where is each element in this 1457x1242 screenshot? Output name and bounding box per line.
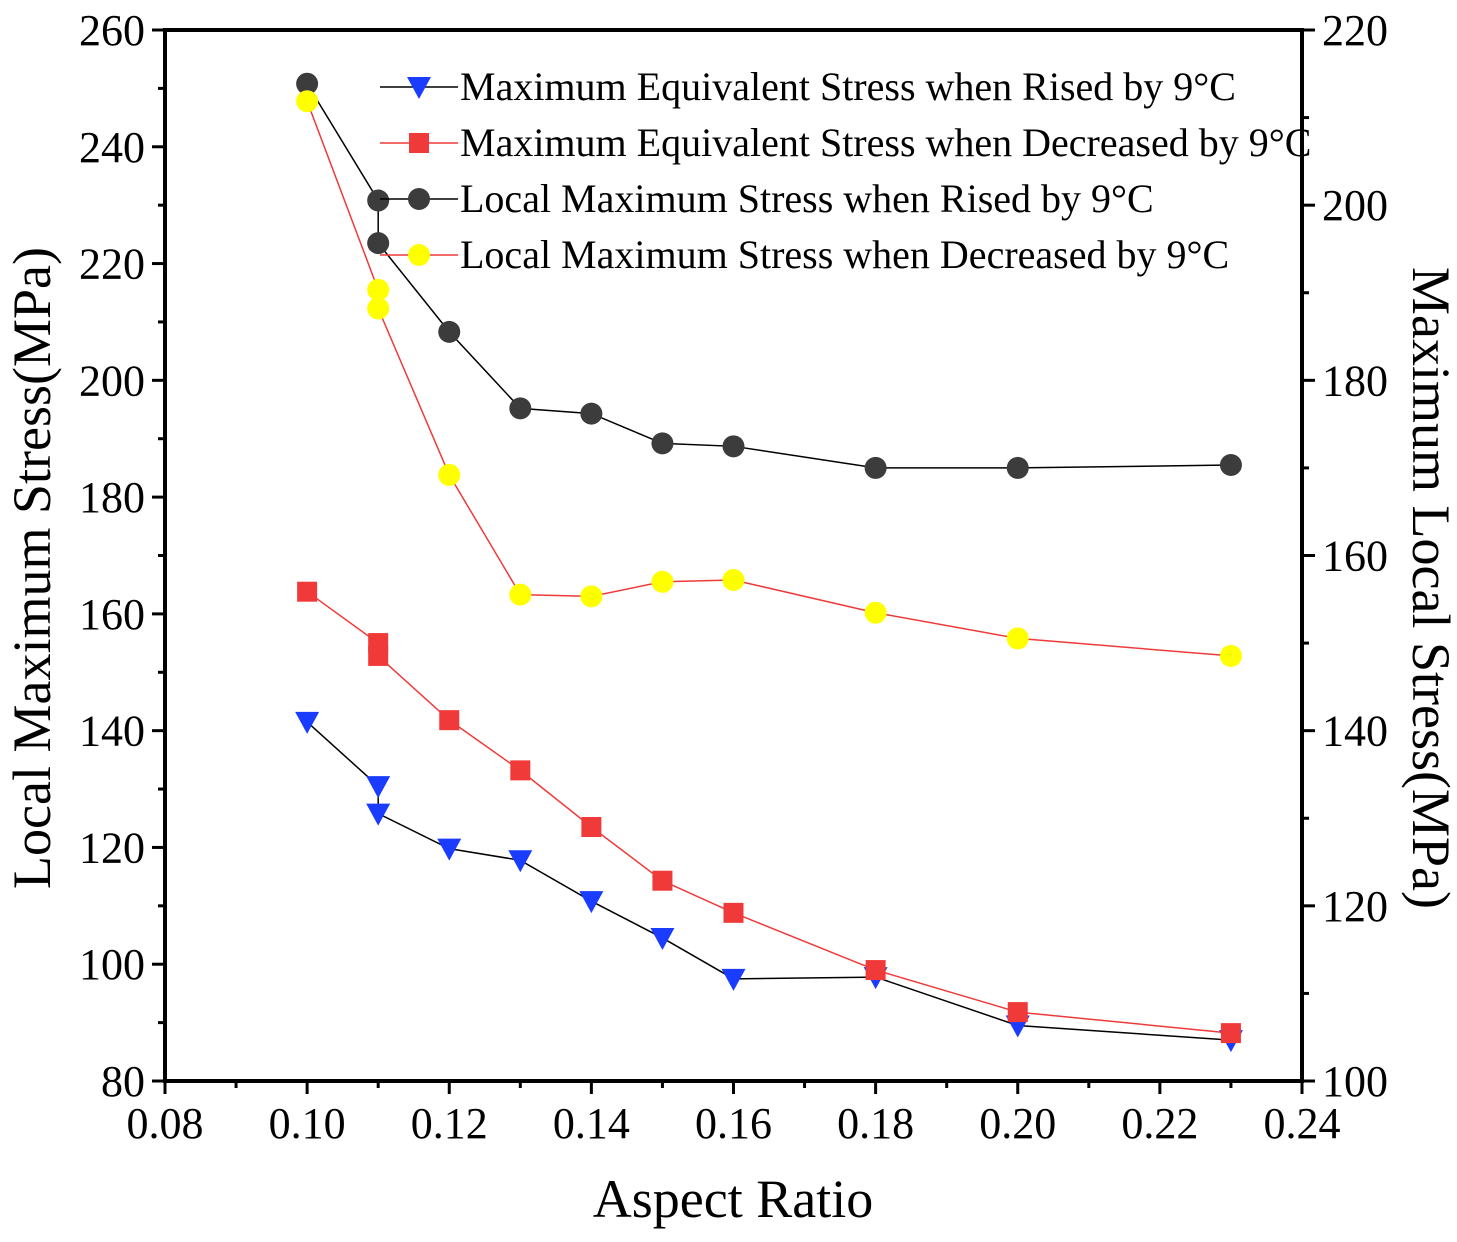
x-tick-label: 0.18 [837, 1099, 914, 1148]
series-1-point [295, 711, 320, 734]
series-3-point [438, 320, 461, 343]
y-tick-label: 180 [79, 473, 145, 522]
x-tick-label: 0.16 [695, 1099, 772, 1148]
y2-tick-label: 120 [1322, 882, 1388, 931]
series-3 [296, 72, 1242, 479]
series-2-point [510, 760, 531, 781]
legend-marker [408, 188, 430, 210]
y2-tick-label: 180 [1322, 356, 1388, 405]
y-tick-label: 260 [79, 6, 145, 55]
series-4-point [580, 585, 603, 608]
y-tick-label: 220 [79, 240, 145, 289]
y2-tick-label: 160 [1322, 532, 1388, 581]
y-tick-label: 140 [79, 707, 145, 756]
series-4-point [367, 278, 390, 301]
series-3-point [651, 432, 674, 455]
legend-label: Maximum Equivalent Stress when Rised by … [460, 64, 1236, 109]
series-1 [295, 711, 1243, 1053]
series-4-point [1219, 644, 1242, 667]
series-2-point [1220, 1023, 1241, 1044]
legend-marker [407, 77, 431, 99]
series-4-point [1006, 627, 1029, 650]
x-tick-label: 0.24 [1264, 1099, 1341, 1148]
series-3-point [864, 456, 887, 479]
x-tick-label: 0.10 [269, 1099, 346, 1148]
y-tick-label: 200 [79, 356, 145, 405]
y2-tick-label: 220 [1322, 6, 1388, 55]
series-3-point [367, 189, 390, 212]
series-2-point [439, 710, 460, 731]
series-2 [297, 581, 1241, 1044]
series-1-point [366, 776, 391, 799]
x-axis-title: Aspect Ratio [593, 1169, 873, 1229]
y2-tick-label: 100 [1322, 1057, 1388, 1106]
series-1-line [306, 721, 1231, 1041]
series-4 [296, 90, 1242, 667]
series-1-point [366, 803, 391, 826]
y-tick-label: 120 [79, 823, 145, 872]
legend-item-2: Maximum Equivalent Stress when Decreased… [380, 120, 1311, 165]
legend-item-4: Local Maximum Stress when Decreased by 9… [380, 232, 1229, 277]
x-tick-label: 0.12 [411, 1099, 488, 1148]
series-2-point [297, 581, 318, 602]
x-tick-label: 0.22 [1121, 1099, 1198, 1148]
series-4-point [367, 297, 390, 320]
x-tick-label: 0.20 [979, 1099, 1056, 1148]
series-3-point [367, 232, 390, 255]
series-layer [295, 72, 1243, 1053]
x-tick-label: 0.08 [127, 1099, 204, 1148]
legend-label: Local Maximum Stress when Rised by 9°C [460, 176, 1154, 221]
y-axis-title: Local Maximum Stress(MPa) [2, 247, 62, 889]
series-1-point [508, 850, 533, 873]
legend-label: Local Maximum Stress when Decreased by 9… [460, 232, 1229, 277]
series-2-point [723, 902, 744, 923]
series-3-point [722, 435, 745, 458]
y-tick-label: 80 [101, 1057, 145, 1106]
series-4-point [438, 463, 461, 486]
series-2-point [581, 817, 602, 838]
series-1-point [650, 927, 675, 950]
series-1-point [721, 968, 746, 991]
y-tick-label: 100 [79, 940, 145, 989]
y2-axis-title: Maximum Local Stress(MPa) [1401, 267, 1457, 909]
y-tick-label: 240 [79, 123, 145, 172]
series-2-point [652, 870, 673, 891]
series-4-point [722, 569, 745, 592]
series-4-point [864, 601, 887, 624]
series-1-point [579, 891, 604, 914]
legend-item-1: Maximum Equivalent Stress when Rised by … [380, 64, 1236, 109]
series-2-point [368, 645, 389, 666]
legend-label: Maximum Equivalent Stress when Decreased… [460, 120, 1311, 165]
series-3-point [509, 397, 532, 420]
series-1-point [437, 838, 462, 861]
series-3-point [580, 402, 603, 425]
y2-tick-label: 200 [1322, 181, 1388, 230]
series-2-point [1007, 1002, 1028, 1023]
x-tick-label: 0.14 [553, 1099, 630, 1148]
legend-item-3: Local Maximum Stress when Rised by 9°C [380, 176, 1154, 221]
legend: Maximum Equivalent Stress when Rised by … [380, 64, 1311, 277]
y-tick-label: 160 [79, 590, 145, 639]
series-4-point [509, 583, 532, 606]
axis-ticks: 0.08 0.10 0.12 0.14 0.16 0.18 0.20 0.22 0.24 80 10… [79, 6, 1388, 1148]
series-3-point [296, 72, 319, 95]
series-3-point [1006, 456, 1029, 479]
y2-tick-label: 140 [1322, 707, 1388, 756]
series-4-point [296, 90, 319, 113]
legend-marker [409, 133, 429, 153]
series-2-point [865, 960, 886, 981]
legend-marker [408, 244, 430, 266]
series-3-point [1219, 453, 1242, 476]
series-4-point [651, 570, 674, 593]
series-2-line [306, 591, 1232, 1034]
